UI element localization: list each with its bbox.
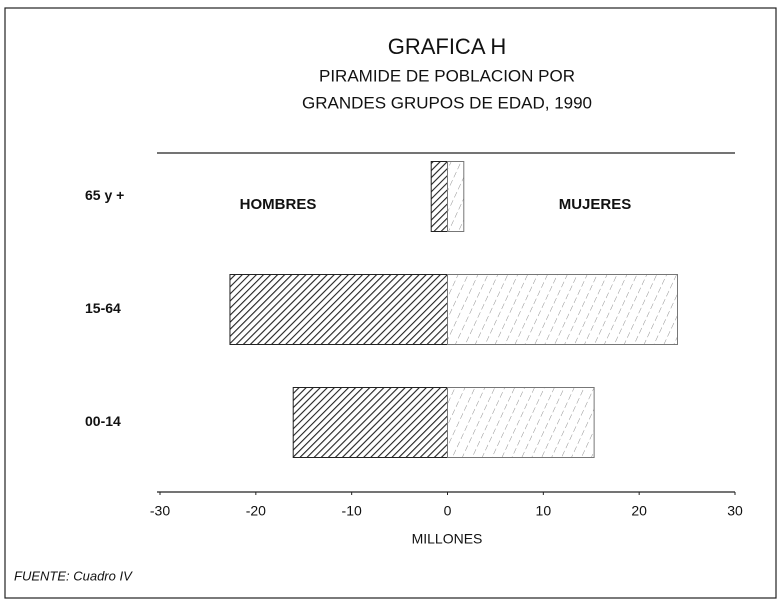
y-tick-label: 15-64 (85, 300, 121, 316)
x-tick-label: 10 (536, 503, 552, 519)
y-tick-label: 00-14 (85, 413, 121, 429)
x-tick-label: 20 (631, 503, 647, 519)
bar (430, 161, 449, 232)
source-note: FUENTE: Cuadro IV (14, 568, 133, 583)
bar (447, 274, 678, 345)
bar (292, 387, 449, 458)
frame (4, 7, 777, 599)
chart-title: GRAFICA H (388, 34, 507, 59)
x-tick-label: 0 (444, 503, 452, 519)
x-tick-label: -20 (246, 503, 266, 519)
x-axis-label: MILLONES (412, 531, 483, 547)
chart-subtitle: PIRAMIDE DE POBLACION POR (319, 66, 575, 85)
chart-subtitle: GRANDES GRUPOS DE EDAD, 1990 (302, 93, 592, 112)
legend-label: MUJERES (559, 196, 632, 213)
bar (447, 161, 465, 232)
bar (447, 387, 595, 458)
x-tick-label: -30 (150, 503, 170, 519)
legend-label: HOMBRES (240, 196, 317, 213)
x-tick-label: 30 (727, 503, 743, 519)
x-tick-label: -10 (342, 503, 362, 519)
y-tick-label: 65 y + (85, 187, 124, 203)
bar (229, 274, 448, 345)
